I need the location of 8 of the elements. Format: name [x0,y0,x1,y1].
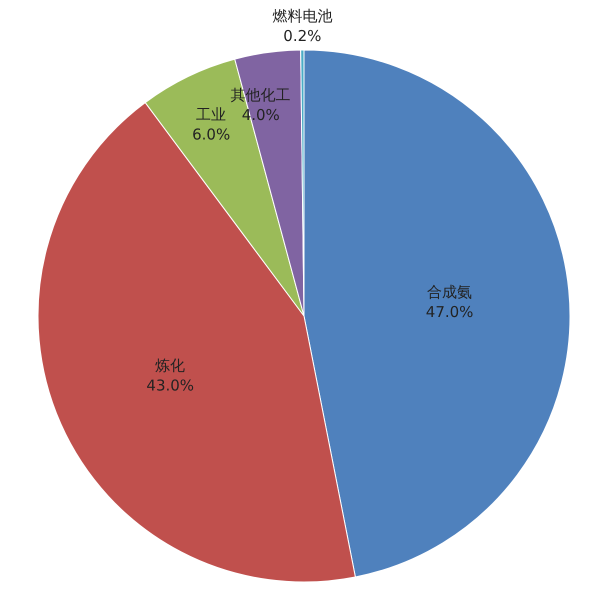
data-label: 43.0% [146,376,194,394]
data-label: 6.0% [192,126,230,144]
slice-label: 炼化 [155,356,186,374]
slice-label: 工业 [196,106,226,124]
slice-label: 合成氨 [427,282,472,301]
slice-label: 燃料电池 [272,7,332,25]
data-label: 47.0% [426,302,474,321]
data-label: 0.2% [283,27,322,45]
